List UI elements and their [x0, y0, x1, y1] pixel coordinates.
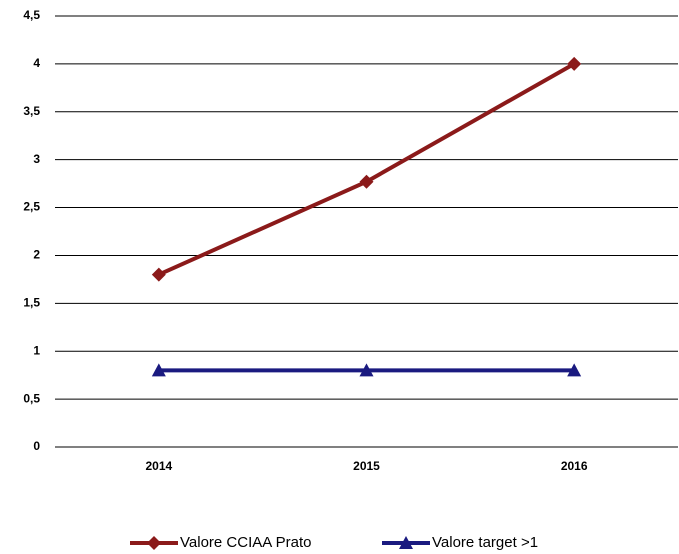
y-tick-label: 1,5: [23, 296, 40, 310]
x-tick-label: 2016: [561, 459, 588, 473]
marker: [567, 56, 582, 71]
x-tick-label: 2014: [145, 459, 172, 473]
y-tick-label: 4: [33, 56, 40, 70]
y-tick-label: 4,5: [23, 8, 40, 22]
marker: [151, 363, 166, 377]
y-tick-label: 2,5: [23, 200, 40, 214]
y-tick-label: 1: [33, 343, 40, 357]
legend-text: Valore CCIAA Prato: [180, 534, 311, 551]
marker: [151, 267, 166, 282]
y-tick-label: 3,5: [23, 104, 40, 118]
marker: [147, 536, 161, 550]
marker: [567, 363, 582, 377]
y-tick-label: 0,5: [23, 391, 40, 405]
line: [158, 62, 576, 277]
marker: [359, 174, 374, 189]
y-tick-label: 0: [33, 439, 40, 453]
marker: [359, 363, 374, 377]
y-tick-label: 3: [33, 152, 40, 166]
y-tick-label: 2: [33, 248, 40, 262]
x-tick-label: 2015: [353, 459, 380, 473]
legend-text: Valore target >1: [432, 534, 538, 551]
marker: [399, 536, 413, 549]
